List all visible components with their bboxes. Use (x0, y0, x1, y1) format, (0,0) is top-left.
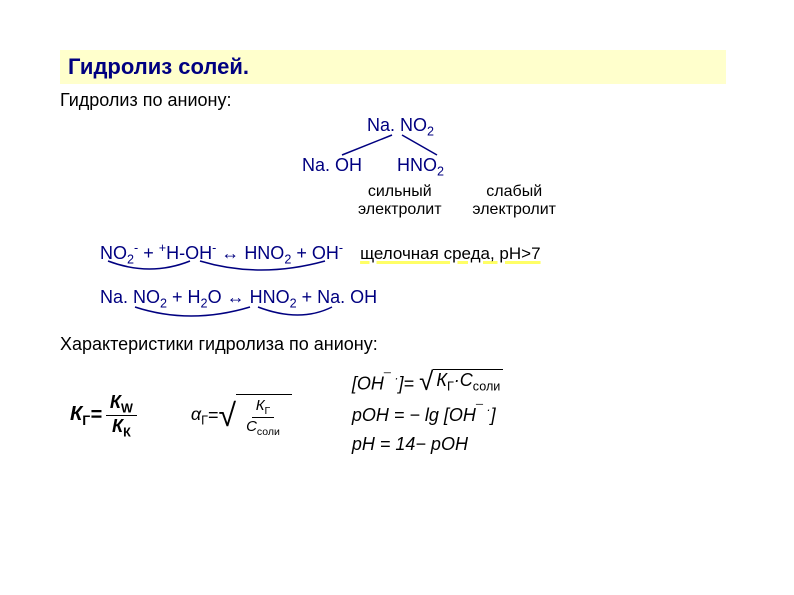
electrolyte-labels: сильныйэлектролит слабыйэлектролит (60, 183, 734, 219)
formulas-row: КГ = КW КК αГ = √ КГ Ссоли (60, 369, 734, 463)
oh-concentration: [ОН¯ ·]= √ КГ·Ссоли (352, 369, 503, 395)
poh-formula: рОН = − lg [ОН¯ ·] (352, 403, 503, 426)
base-formula: Na. OH (302, 155, 362, 176)
subtitle: Гидролиз по аниону: (60, 90, 734, 111)
acid-formula: HNO2 (397, 155, 444, 179)
decomposition-diagram: Na. NO2 Na. OH HNO2 (197, 115, 597, 185)
eq1-arcs (100, 259, 400, 277)
right-formulas: [ОН¯ ·]= √ КГ·Ссоли рОН = − lg [ОН¯ ·] р… (352, 369, 503, 463)
molecular-equation: Na. NO2 + H2O ↔ HNO2 + Na. OH (100, 287, 734, 311)
kg-formula: КГ = КW КК (70, 392, 141, 440)
ionic-equation: NO2- + +H-OH- ↔ HNO2 + OH- щелочная сред… (100, 241, 734, 267)
characteristics-title: Характеристики гидролиза по аниону: (60, 334, 734, 355)
alpha-formula: αГ = √ КГ Ссоли (191, 394, 292, 438)
ph-formula: рН = 14− рОН (352, 434, 503, 455)
eq2-arcs (100, 305, 400, 323)
page-title: Гидролиз солей. (60, 50, 726, 84)
